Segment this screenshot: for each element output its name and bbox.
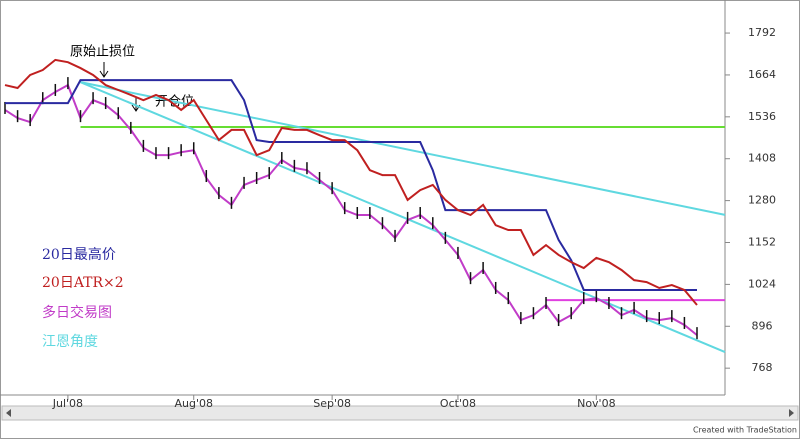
- y-tick-label: 1792: [748, 26, 776, 39]
- legend-entry: 20日ATR×2: [42, 275, 124, 291]
- y-tick-label: 896: [752, 319, 773, 332]
- y-tick-label: 1536: [748, 110, 776, 123]
- legend-entry: 江恩角度: [42, 334, 98, 350]
- y-tick-label: 1408: [748, 152, 776, 165]
- y-tick-label: 1152: [748, 235, 776, 248]
- y-tick-label: 1280: [748, 194, 776, 207]
- y-tick-label: 1024: [748, 277, 776, 290]
- credit: Created with TradeStation: [693, 426, 797, 435]
- x-tick-label: Nov'08: [577, 397, 616, 410]
- y-tick-label: 768: [752, 361, 773, 374]
- x-tick-label: Jul'08: [52, 397, 83, 410]
- x-tick-label: Aug'08: [174, 397, 213, 410]
- series-line: [5, 79, 697, 291]
- y-tick-label: 1664: [748, 68, 776, 81]
- x-tick-label: Sep'08: [313, 397, 351, 410]
- series-line: [4, 58, 698, 306]
- scrollbar[interactable]: [1, 405, 799, 421]
- x-tick-label: Oct'08: [440, 397, 476, 410]
- gann-line: [80, 81, 726, 353]
- legend-entry: 多日交易图: [42, 304, 112, 321]
- series-line: [4, 83, 698, 336]
- annotation: 原始止损位: [70, 45, 135, 60]
- legend-entry: 20日最高价: [42, 246, 116, 263]
- annotation-arrow: [99, 62, 109, 78]
